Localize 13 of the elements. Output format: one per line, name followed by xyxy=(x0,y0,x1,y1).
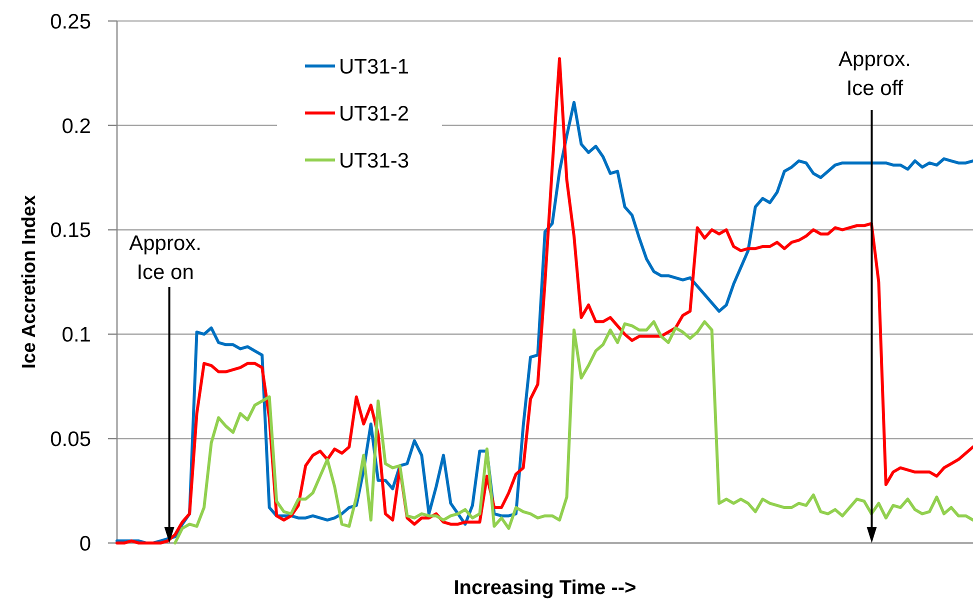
legend-label: UT31-1 xyxy=(339,55,410,78)
y-tick-label: 0.2 xyxy=(62,114,91,138)
y-tick-label: 0 xyxy=(79,532,91,556)
y-axis-title: Ice Accretion Index xyxy=(19,194,40,369)
legend-label: UT31-2 xyxy=(339,102,410,126)
y-tick-label: 0.25 xyxy=(50,10,91,34)
y-tick-label: 0.1 xyxy=(62,324,91,347)
y-tick-label: 0.15 xyxy=(50,219,91,242)
annotation: Approx. Ice off xyxy=(838,48,911,100)
legend-label: UT31-3 xyxy=(339,149,410,172)
annotation: Approx. Ice on xyxy=(129,232,202,284)
y-tick-label: 0.05 xyxy=(50,428,91,451)
x-axis-title: Increasing Time --> xyxy=(454,577,636,599)
